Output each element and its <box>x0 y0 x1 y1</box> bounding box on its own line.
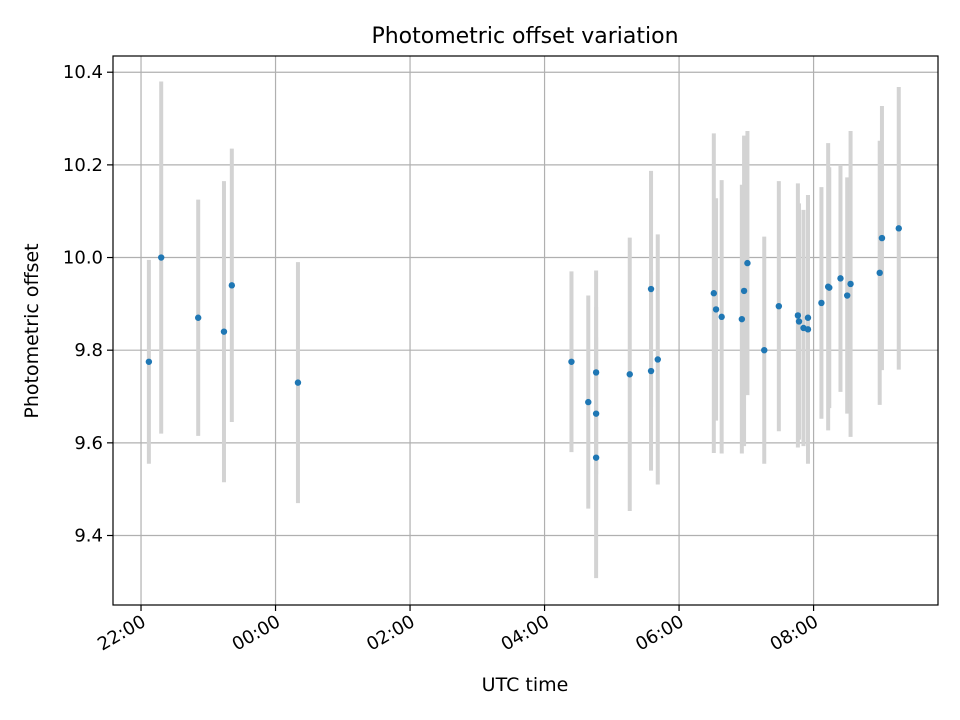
data-point <box>795 318 803 325</box>
data-point <box>228 282 236 289</box>
plot-frame <box>112 55 939 606</box>
data-point <box>626 371 633 378</box>
data-point <box>647 285 655 293</box>
y-tick-label: 10.4 <box>63 62 103 83</box>
data-point <box>895 225 902 232</box>
y-axis: 9.4 9.6 9.8 10.0 10.2 10.4 <box>63 62 113 547</box>
data-point <box>794 312 802 319</box>
y-tick-label: 9.6 <box>74 433 103 454</box>
data-point <box>804 314 812 321</box>
data-point <box>592 410 600 417</box>
y-tick-label: 10.0 <box>63 248 103 269</box>
data-point <box>761 346 768 354</box>
data-point <box>744 259 751 267</box>
y-tick-label: 9.8 <box>74 340 103 361</box>
data-point <box>818 299 825 307</box>
data-point <box>718 313 725 321</box>
data-point <box>775 302 783 310</box>
y-axis-label: Photometric offset <box>21 243 43 418</box>
data-point <box>712 306 720 313</box>
data-points <box>145 225 902 461</box>
data-point <box>220 328 228 335</box>
data-point <box>847 280 854 288</box>
data-point <box>585 398 592 406</box>
data-point <box>654 356 661 363</box>
data-point <box>804 326 812 333</box>
data-point <box>826 284 833 291</box>
data-point <box>837 275 844 282</box>
chart-title: Photometric offset variation <box>371 24 678 49</box>
data-point <box>844 292 851 299</box>
data-point <box>710 290 718 297</box>
data-point <box>738 315 746 323</box>
data-point <box>568 358 575 365</box>
data-point <box>194 314 202 321</box>
data-point <box>876 269 883 277</box>
data-point <box>157 254 165 261</box>
data-point <box>592 454 600 461</box>
y-tick-label: 9.4 <box>74 526 103 547</box>
data-point <box>592 369 600 376</box>
data-point <box>878 234 886 242</box>
data-point <box>740 287 748 295</box>
y-tick-label: 10.2 <box>63 155 103 176</box>
data-point <box>647 367 655 375</box>
x-axis-label: UTC time <box>482 674 569 696</box>
data-point <box>145 358 153 365</box>
data-point <box>294 379 302 386</box>
